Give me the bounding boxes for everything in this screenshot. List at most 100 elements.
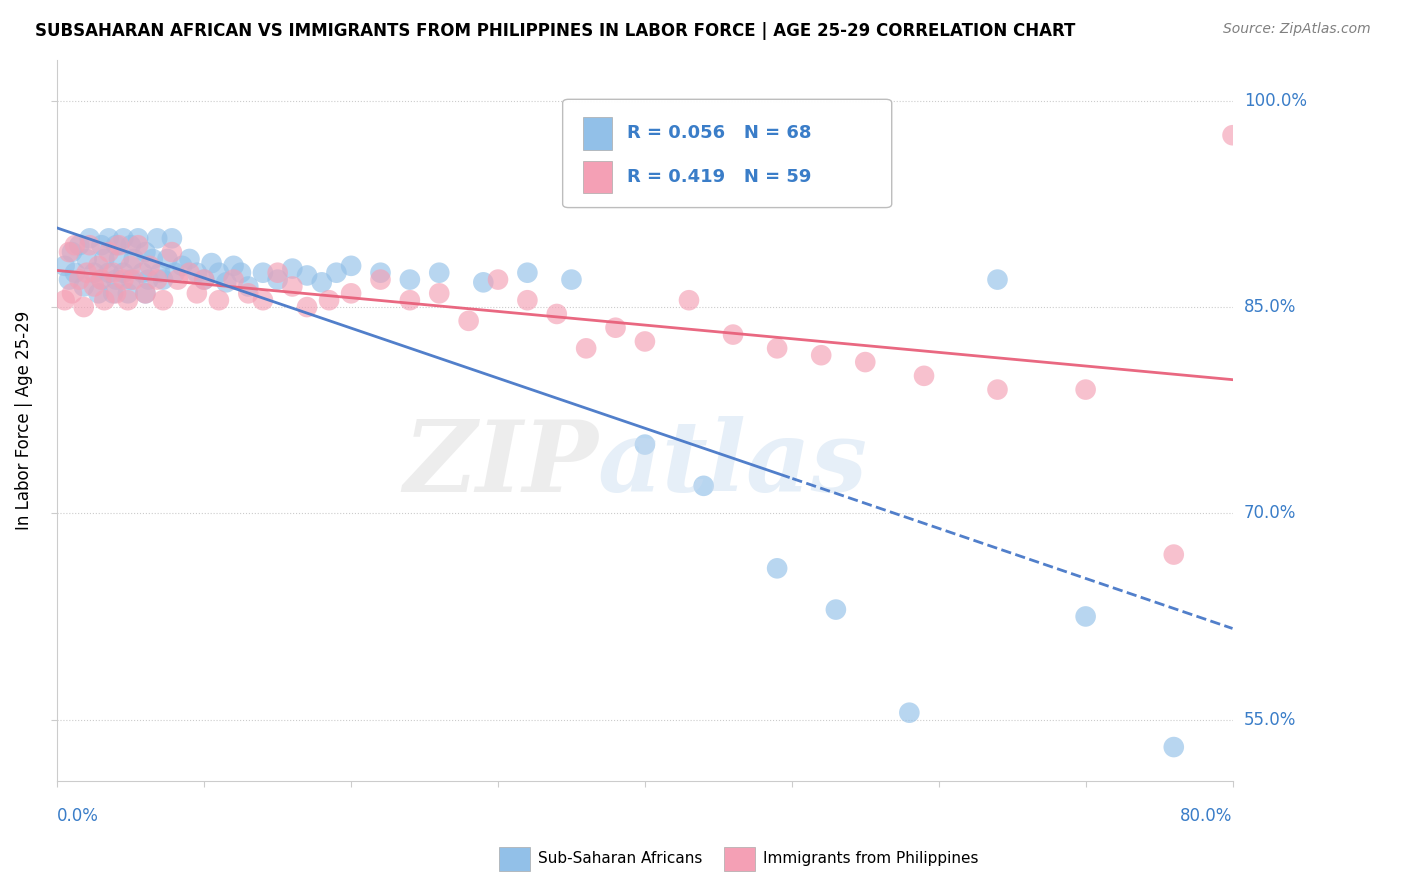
Point: [152, 272, 174, 286]
Point: [634, 334, 657, 349]
Point: [560, 272, 582, 286]
Text: atlas: atlas: [598, 416, 868, 512]
Point: [1074, 383, 1097, 397]
Point: [427, 286, 450, 301]
Point: [325, 266, 347, 280]
Y-axis label: In Labor Force | Age 25-29: In Labor Force | Age 25-29: [15, 311, 32, 530]
Text: 55.0%: 55.0%: [1244, 711, 1296, 729]
Text: 100.0%: 100.0%: [1244, 92, 1306, 110]
Point: [93, 252, 115, 266]
Bar: [582, 161, 612, 194]
Point: [692, 479, 714, 493]
Point: [172, 259, 194, 273]
Point: [1222, 128, 1244, 143]
Point: [1074, 609, 1097, 624]
Point: [63, 266, 86, 280]
Point: [179, 252, 201, 266]
Point: [160, 245, 183, 260]
Point: [97, 245, 120, 260]
Point: [252, 266, 274, 280]
Point: [281, 261, 304, 276]
Point: [295, 300, 318, 314]
Point: [60, 286, 83, 301]
Point: [186, 286, 208, 301]
Point: [208, 266, 231, 280]
Point: [266, 266, 288, 280]
Point: [281, 279, 304, 293]
Point: [60, 245, 83, 260]
Point: [179, 266, 201, 280]
Point: [1163, 740, 1185, 755]
Point: [120, 238, 142, 252]
Point: [97, 266, 120, 280]
Point: [105, 272, 128, 286]
Point: [193, 272, 215, 286]
Point: [117, 286, 139, 301]
Point: [105, 286, 128, 301]
Point: [193, 272, 215, 286]
Point: [146, 272, 169, 286]
Point: [238, 279, 260, 293]
Point: [108, 252, 131, 266]
Point: [311, 276, 333, 290]
Point: [97, 231, 120, 245]
Point: [73, 279, 96, 293]
Point: [53, 293, 76, 308]
Point: [152, 293, 174, 308]
Point: [370, 266, 392, 280]
Point: [486, 272, 509, 286]
Point: [127, 238, 149, 252]
Text: 80.0%: 80.0%: [1180, 806, 1233, 825]
Point: [238, 286, 260, 301]
Point: [156, 252, 179, 266]
Point: [83, 266, 105, 280]
Text: Immigrants from Philippines: Immigrants from Philippines: [763, 852, 979, 866]
Point: [516, 266, 538, 280]
Point: [58, 272, 80, 286]
Point: [134, 286, 156, 301]
Point: [122, 252, 145, 266]
Point: [139, 259, 162, 273]
Point: [986, 272, 1008, 286]
Text: ZIP: ZIP: [404, 416, 598, 512]
Point: [160, 231, 183, 245]
Point: [112, 231, 135, 245]
Point: [90, 238, 112, 252]
Point: [67, 238, 90, 252]
Point: [766, 342, 789, 356]
Point: [721, 327, 744, 342]
Text: R = 0.419   N = 59: R = 0.419 N = 59: [627, 168, 811, 186]
Point: [58, 245, 80, 260]
Point: [127, 231, 149, 245]
Text: 85.0%: 85.0%: [1244, 298, 1296, 316]
Bar: [582, 118, 612, 150]
Point: [810, 348, 832, 362]
Point: [678, 293, 700, 308]
Point: [117, 293, 139, 308]
Point: [134, 245, 156, 260]
Text: 0.0%: 0.0%: [58, 806, 100, 825]
Point: [516, 293, 538, 308]
Point: [76, 252, 98, 266]
Point: [90, 272, 112, 286]
Text: SUBSAHARAN AFRICAN VS IMMIGRANTS FROM PHILIPPINES IN LABOR FORCE | AGE 25-29 COR: SUBSAHARAN AFRICAN VS IMMIGRANTS FROM PH…: [35, 22, 1076, 40]
Point: [457, 314, 479, 328]
Point: [93, 293, 115, 308]
Point: [912, 368, 935, 383]
Point: [853, 355, 876, 369]
Point: [370, 272, 392, 286]
Point: [472, 276, 495, 290]
Point: [399, 293, 422, 308]
Point: [63, 238, 86, 252]
Point: [634, 437, 657, 451]
Point: [79, 238, 101, 252]
Point: [766, 561, 789, 575]
Point: [79, 231, 101, 245]
Point: [76, 266, 98, 280]
Point: [605, 320, 627, 334]
Point: [108, 238, 131, 252]
Point: [138, 272, 160, 286]
Point: [252, 293, 274, 308]
Point: [149, 266, 172, 280]
Point: [83, 279, 105, 293]
